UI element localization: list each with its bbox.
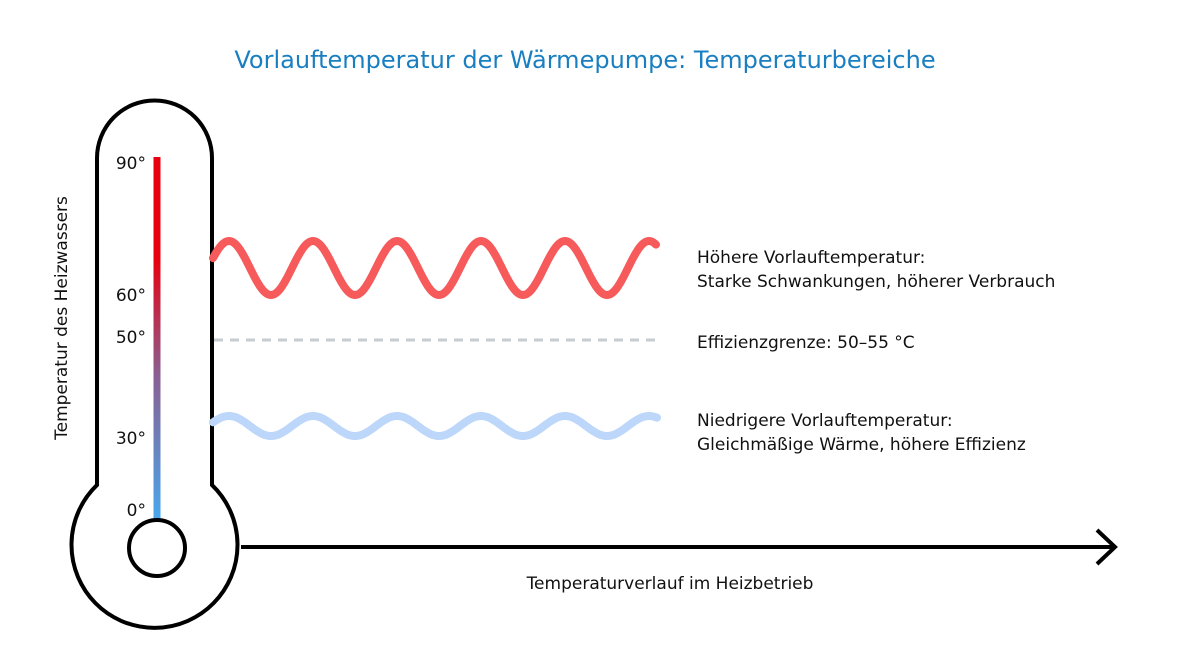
x-axis-arrowhead <box>1095 528 1118 566</box>
low-label-line2: Gleichmäßige Wärme, höhere Effizienz <box>697 435 1026 455</box>
low-temperature-wave <box>209 412 661 440</box>
x-axis-label: Temperaturverlauf im Heizbetrieb <box>526 574 814 594</box>
high-label-line1: Höhere Vorlauftemperatur: <box>697 248 925 268</box>
scale-tick-label: 30° <box>116 429 146 449</box>
scale-tick-label: 0° <box>127 501 146 521</box>
high-label-line2: Starke Schwankungen, höherer Verbrauch <box>697 272 1055 292</box>
diagram-title: Vorlauftemperatur der Wärmepumpe: Temper… <box>234 46 935 74</box>
y-axis-label: Temperatur des Heizwassers <box>52 196 72 441</box>
limit-label: Effizienzgrenze: 50–55 °C <box>697 333 915 353</box>
scale-tick-label: 90° <box>116 154 146 174</box>
low-label-line1: Niedrigere Vorlauftemperatur: <box>697 411 953 431</box>
thermometer-bulb <box>127 518 187 578</box>
temperature-scale-bar <box>153 157 161 521</box>
scale-ticks: 90° 60° 50° 30° 0° <box>116 154 146 521</box>
high-temperature-wave <box>209 236 660 300</box>
scale-tick-label: 50° <box>116 328 146 348</box>
scale-tick-label: 60° <box>116 286 146 306</box>
